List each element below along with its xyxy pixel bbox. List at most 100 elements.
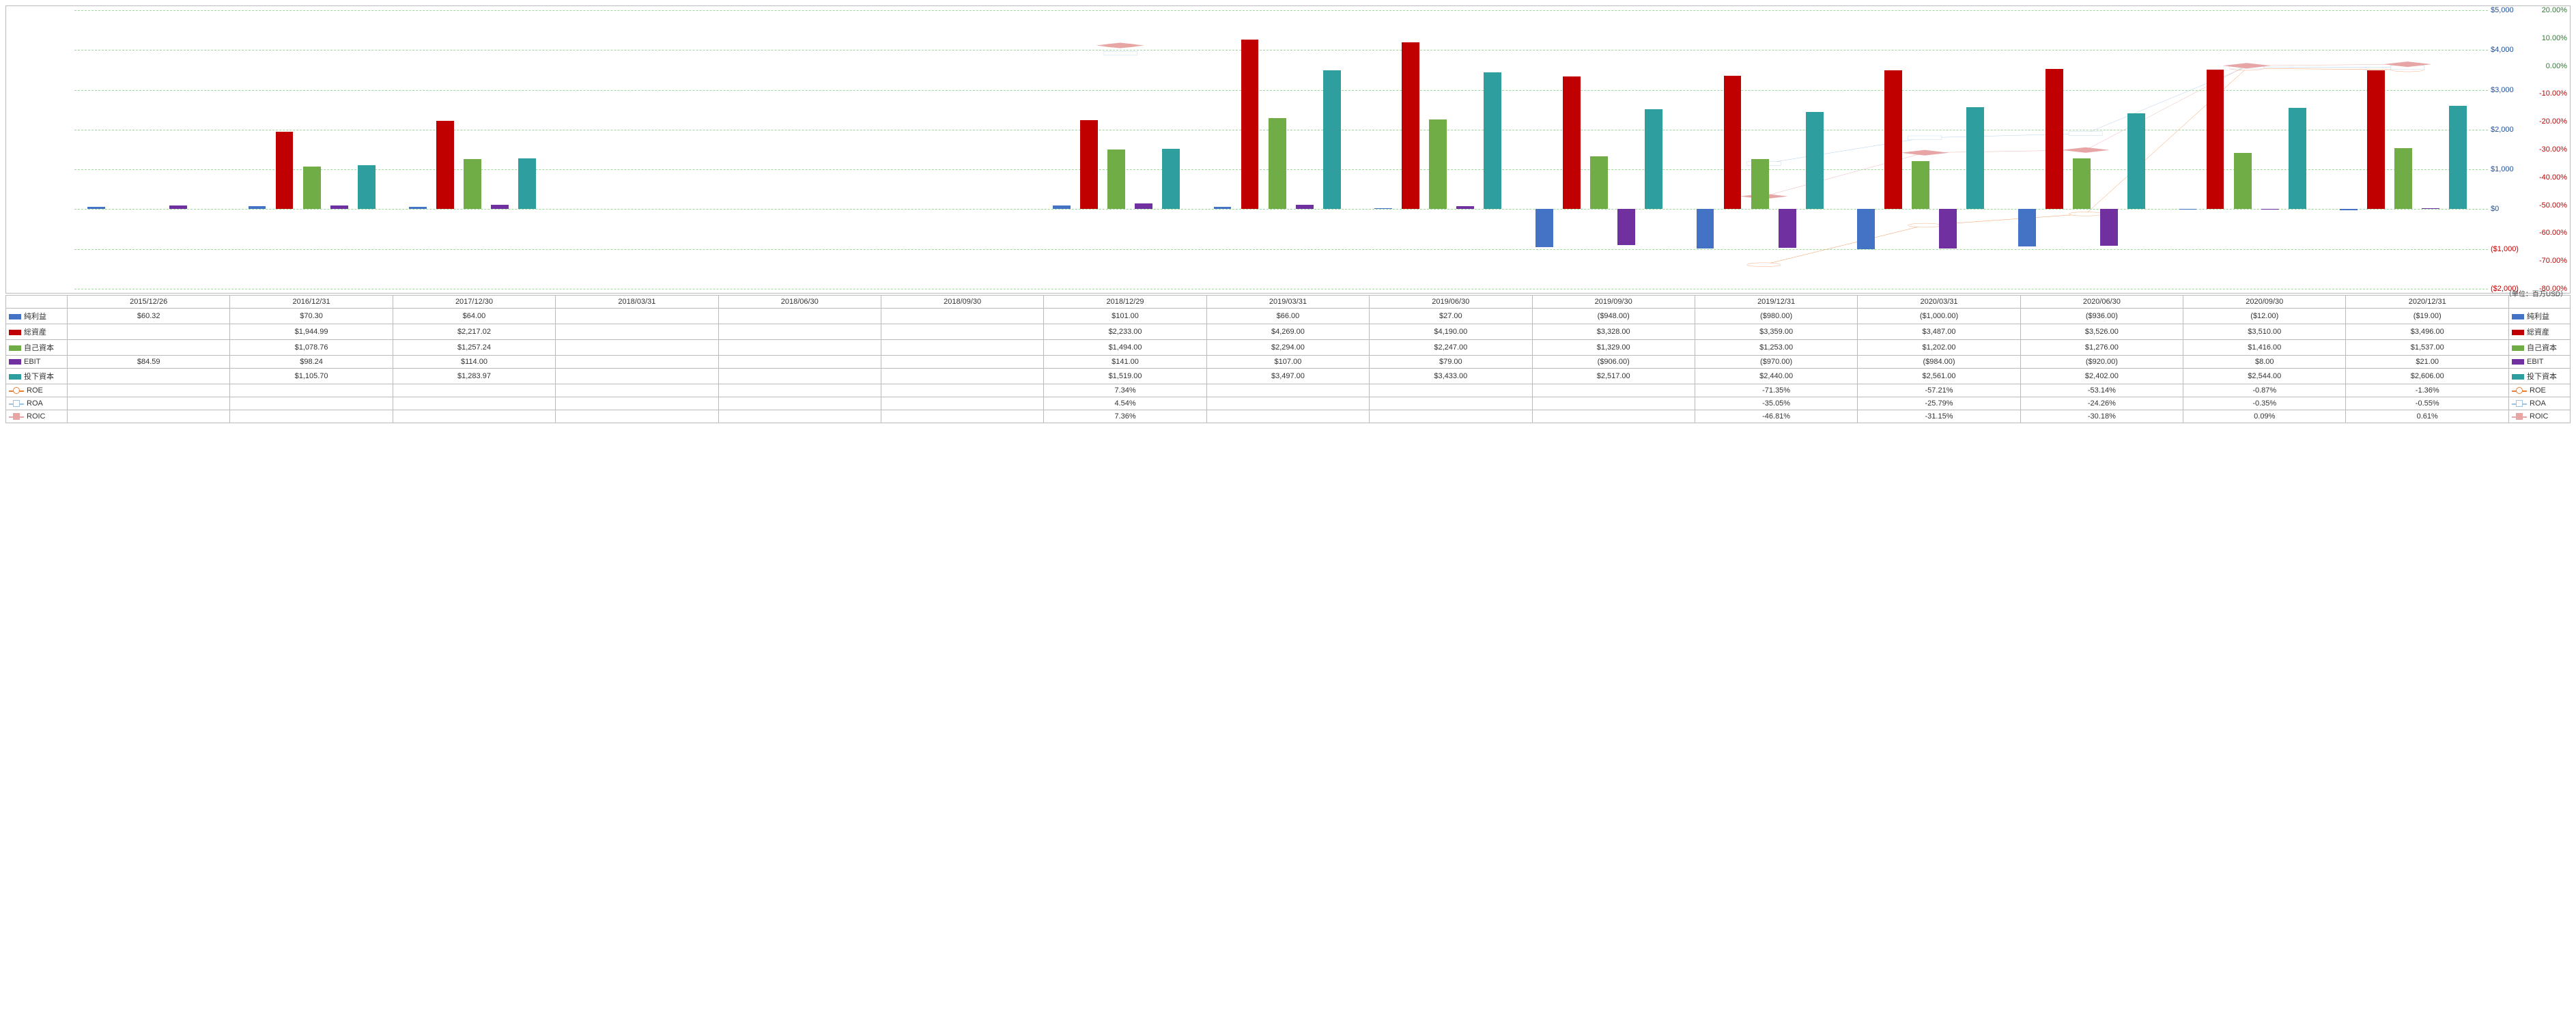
cell	[881, 356, 1043, 369]
period-header: 2018/06/30	[718, 296, 881, 309]
cell	[881, 384, 1043, 397]
row-label-投下資本: 投下資本	[6, 369, 68, 384]
period-column	[557, 10, 718, 289]
period-header: 2020/03/31	[1858, 296, 2020, 309]
cell: $1,257.24	[393, 340, 555, 356]
cell: ($970.00)	[1695, 356, 1857, 369]
cell	[556, 410, 718, 423]
cell: $3,487.00	[1858, 324, 2020, 340]
bar-自己資本	[1107, 150, 1125, 209]
bar-純利益	[1535, 209, 1553, 246]
cell: $3,526.00	[2020, 324, 2183, 340]
cell	[1370, 384, 1532, 397]
period-header: 2019/12/31	[1695, 296, 1857, 309]
bar-EBIT	[1135, 203, 1152, 209]
period-column	[2327, 10, 2488, 289]
legend-right-EBIT: EBIT	[2509, 356, 2571, 369]
y-left-tick: $4,000	[2491, 46, 2529, 54]
bar-EBIT	[1456, 206, 1474, 210]
cell	[393, 397, 555, 410]
bar-総資産	[1563, 76, 1581, 209]
cell: $4,269.00	[1206, 324, 1369, 340]
cell: -25.79%	[1858, 397, 2020, 410]
bar-投下資本	[1645, 109, 1662, 210]
cell	[881, 397, 1043, 410]
cell: $8.00	[2183, 356, 2346, 369]
bar-投下資本	[518, 158, 536, 210]
y-right-tick: -20.00%	[2532, 117, 2567, 126]
cell	[1532, 410, 1695, 423]
bar-総資産	[2367, 70, 2385, 210]
cell: $2,561.00	[1858, 369, 2020, 384]
bar-EBIT	[1939, 209, 1957, 248]
cell: ($984.00)	[1858, 356, 2020, 369]
cell	[718, 397, 881, 410]
bar-自己資本	[2073, 158, 2091, 209]
period-column	[718, 10, 879, 289]
cell	[556, 397, 718, 410]
period-header: 2019/03/31	[1206, 296, 1369, 309]
cell: $3,328.00	[1532, 324, 1695, 340]
period-column	[2005, 10, 2166, 289]
cell: $1,416.00	[2183, 340, 2346, 356]
period-column	[1361, 10, 1523, 289]
y-left-tick: ($1,000)	[2491, 245, 2529, 253]
cell	[68, 397, 230, 410]
y-left-tick: $0	[2491, 205, 2529, 213]
cell: 7.34%	[1044, 384, 1206, 397]
period-header: 2018/09/30	[881, 296, 1043, 309]
cell: 7.36%	[1044, 410, 1206, 423]
cell: 4.54%	[1044, 397, 1206, 410]
cell	[718, 369, 881, 384]
cell	[718, 340, 881, 356]
cell: $60.32	[68, 309, 230, 324]
cell: $3,433.00	[1370, 369, 1532, 384]
cell	[556, 309, 718, 324]
cell: -53.14%	[2020, 384, 2183, 397]
cell: 0.09%	[2183, 410, 2346, 423]
cell: ($12.00)	[2183, 309, 2346, 324]
bar-純利益	[2340, 209, 2358, 210]
y-right-tick: -10.00%	[2532, 89, 2567, 98]
legend-right-純利益: 純利益	[2509, 309, 2571, 324]
bar-自己資本	[1912, 161, 1929, 209]
cell	[1532, 384, 1695, 397]
cell	[556, 369, 718, 384]
period-column	[1201, 10, 1362, 289]
row-label-自己資本: 自己資本	[6, 340, 68, 356]
bar-純利益	[1214, 207, 1232, 210]
period-header: 2019/06/30	[1370, 296, 1532, 309]
cell: $2,606.00	[2346, 369, 2509, 384]
period-header: 2018/12/29	[1044, 296, 1206, 309]
cell	[718, 410, 881, 423]
cell	[556, 384, 718, 397]
period-column	[2166, 10, 2327, 289]
bar-総資産	[436, 121, 454, 209]
cell: $1,202.00	[1858, 340, 2020, 356]
period-header: 2020/12/31	[2346, 296, 2509, 309]
bar-総資産	[1724, 76, 1742, 210]
bar-総資産	[2046, 69, 2063, 210]
cell: $2,233.00	[1044, 324, 1206, 340]
cell	[881, 340, 1043, 356]
cell: -0.35%	[2183, 397, 2346, 410]
cell: $3,510.00	[2183, 324, 2346, 340]
cell: $114.00	[393, 356, 555, 369]
cell: $21.00	[2346, 356, 2509, 369]
cell	[556, 340, 718, 356]
cell	[68, 410, 230, 423]
period-column	[879, 10, 1040, 289]
cell	[1370, 410, 1532, 423]
cell	[1370, 397, 1532, 410]
period-header: 2019/09/30	[1532, 296, 1695, 309]
legend-right-ROIC: ROIC	[2509, 410, 2571, 423]
legend-right-ROE: ROE	[2509, 384, 2571, 397]
bar-純利益	[2018, 209, 2036, 246]
cell: -0.87%	[2183, 384, 2346, 397]
cell: ($948.00)	[1532, 309, 1695, 324]
y-left-tick: $2,000	[2491, 126, 2529, 134]
cell: $3,359.00	[1695, 324, 1857, 340]
period-header: 2017/12/30	[393, 296, 555, 309]
cell: -31.15%	[1858, 410, 2020, 423]
period-header: 2015/12/26	[68, 296, 230, 309]
